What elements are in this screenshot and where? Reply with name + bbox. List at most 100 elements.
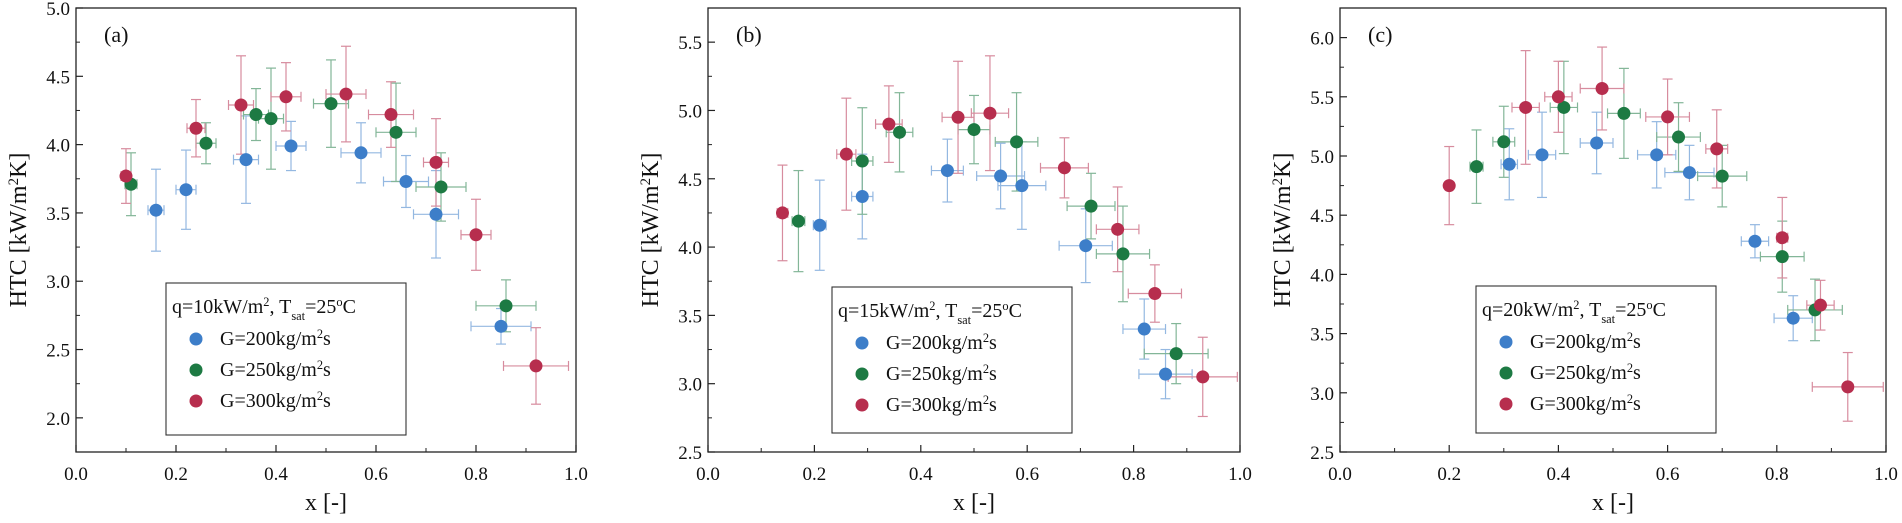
data-point — [199, 136, 213, 150]
x-tick-label: 0.8 — [1765, 464, 1789, 485]
data-point — [813, 218, 827, 232]
data-point — [529, 359, 543, 373]
legend-entry-part: 2 — [983, 362, 989, 376]
legend-title-part: sat — [1601, 312, 1615, 326]
legend-title-part: o — [1002, 299, 1008, 313]
data-point — [839, 147, 853, 161]
legend-box — [831, 286, 1073, 434]
legend-title-part: sat — [957, 313, 971, 327]
data-point — [855, 190, 869, 204]
x-tick-label: 1.0 — [1228, 464, 1252, 485]
legend-entry-part: 2 — [317, 389, 323, 403]
data-point — [1650, 148, 1664, 162]
data-point — [249, 108, 263, 122]
legend-marker — [855, 398, 869, 412]
legend-entry: G=250kg/m2s — [886, 362, 997, 385]
y-tick-label: 2.5 — [46, 341, 70, 362]
legend-entry-part: s — [989, 394, 997, 416]
y-tick-label: 3.5 — [1310, 325, 1334, 346]
y-tick-label: 3.0 — [678, 375, 702, 396]
data-point — [1682, 166, 1696, 180]
legend-entry-part: G=300kg/m — [886, 394, 983, 416]
data-point — [1786, 311, 1800, 325]
legend-title-part: 2 — [263, 295, 269, 309]
legend-entry-part: s — [323, 359, 331, 381]
y-tick-label: 4.0 — [1310, 265, 1334, 286]
data-point — [1557, 100, 1571, 114]
legend-entry-part: G=300kg/m — [220, 390, 317, 412]
data-point — [1535, 148, 1549, 162]
data-point — [339, 87, 353, 101]
legend-marker — [1499, 397, 1513, 411]
legend-title-part: C — [1009, 300, 1022, 322]
x-tick-label: 0.6 — [1656, 464, 1680, 485]
legend-entry-part: s — [989, 332, 997, 354]
legend-entry-part: G=250kg/m — [220, 359, 317, 381]
x-tick-label: 0.0 — [1328, 464, 1352, 485]
legend-entry-part: G=200kg/m — [220, 328, 317, 350]
data-point — [1775, 231, 1789, 245]
data-point — [384, 108, 398, 122]
legend-entry-part: s — [1633, 362, 1641, 384]
legend-entry-part: G=250kg/m — [1530, 362, 1627, 384]
legend-title: q=10kW/m2, Tsat=25oC — [172, 295, 356, 323]
data-point — [1111, 222, 1125, 236]
legend-entry-part: 2 — [983, 331, 989, 345]
legend-entry-part: s — [323, 328, 331, 350]
legend-marker — [189, 363, 203, 377]
legend-marker — [1499, 335, 1513, 349]
y-axis-title-part: HTC [kW/m — [1270, 185, 1296, 307]
data-point — [499, 299, 513, 313]
data-point — [494, 319, 508, 333]
legend-title-part: , T — [269, 296, 291, 318]
data-point — [1590, 136, 1604, 150]
x-tick-label: 0.8 — [1122, 464, 1146, 485]
legend-title-part: =25 — [305, 296, 336, 318]
y-tick-label: 5.0 — [678, 101, 702, 122]
data-point — [239, 153, 253, 167]
data-point — [429, 207, 443, 221]
y-tick-label: 2.5 — [1310, 443, 1334, 464]
data-point — [1775, 250, 1789, 264]
data-point — [324, 97, 338, 111]
panel-label: (a) — [104, 22, 128, 47]
legend-entry-part: 2 — [317, 358, 323, 372]
legend-title-part: , T — [1579, 299, 1601, 321]
x-tick-label: 0.0 — [64, 464, 88, 485]
data-point — [1470, 160, 1483, 174]
data-point — [1497, 135, 1511, 149]
y-axis-title: HTC [kW/m2K] — [6, 153, 32, 308]
x-tick-label: 0.6 — [1015, 464, 1039, 485]
data-point — [119, 169, 133, 183]
legend-entry-part: 2 — [1627, 330, 1633, 344]
legend-entry-part: s — [989, 363, 997, 385]
legend-entry: G=300kg/m2s — [886, 393, 997, 416]
y-tick-label: 3.0 — [46, 272, 70, 293]
data-point — [951, 110, 965, 124]
y-axis-title-part: K] — [6, 153, 32, 178]
legend: q=15kW/m2, Tsat=25oCG=200kg/m2sG=250kg/m… — [831, 286, 1073, 434]
data-point — [1159, 367, 1173, 381]
x-tick-label: 0.4 — [264, 464, 288, 485]
y-axis-title: HTC [kW/m2K] — [638, 153, 664, 308]
y-tick-label: 5.5 — [1310, 88, 1334, 109]
legend-title-part: 2 — [929, 299, 935, 313]
legend-entry: G=300kg/m2s — [220, 389, 331, 412]
legend-title: q=20kW/m2, Tsat=25oC — [1482, 298, 1666, 326]
x-tick-label: 1.0 — [564, 464, 588, 485]
legend-title-part: C — [1653, 299, 1666, 321]
y-tick-label: 2.5 — [678, 443, 702, 464]
data-point — [179, 183, 193, 197]
data-point — [1813, 298, 1827, 312]
data-point — [1519, 100, 1533, 114]
legend-box — [1475, 285, 1717, 434]
legend-title-part: o — [1646, 298, 1652, 312]
data-point — [234, 98, 248, 112]
chart-panel: 0.0 0.2 0.4 0.6 0.8 1.0 2.0 2.5 3.0 3.5 4.0 4.5 5.0 x… — [6, 0, 588, 516]
data-point — [1502, 157, 1516, 171]
y-tick-label: 4.5 — [1310, 206, 1334, 227]
legend-entry-part: s — [1633, 393, 1641, 415]
data-point — [1672, 130, 1686, 144]
data-point — [1079, 239, 1093, 253]
